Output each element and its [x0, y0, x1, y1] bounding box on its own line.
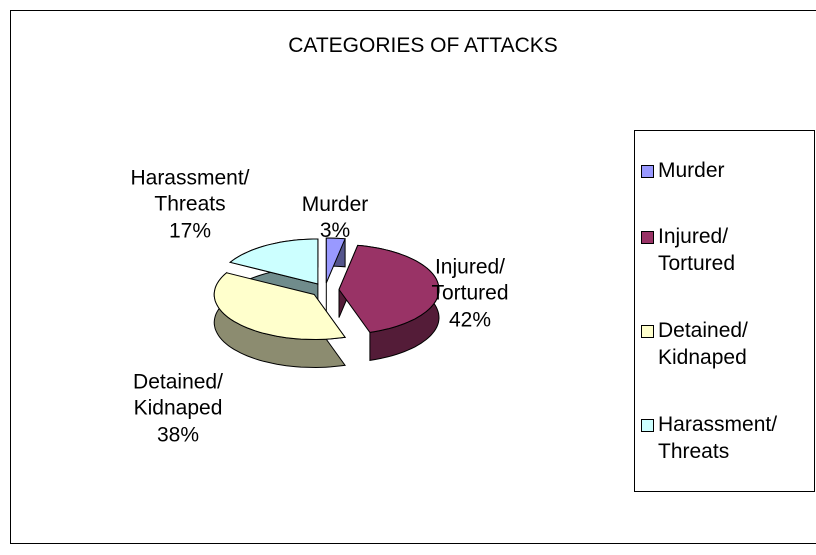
legend-entry: Detained/ Kidnaped — [641, 317, 814, 372]
legend-swatch — [641, 324, 654, 338]
legend-label: Murder — [658, 158, 725, 182]
legend-swatch — [641, 231, 654, 245]
data-label-category: Murder — [301, 192, 369, 216]
data-label-value: 17% — [168, 219, 212, 243]
legend-label: Detained/ Kidnaped — [658, 318, 748, 370]
data-label-category: Detained/ Kidnaped — [133, 370, 223, 420]
legend-swatch — [641, 418, 654, 432]
legend-label: Injured/ Tortured — [658, 225, 736, 276]
legend-swatch — [641, 164, 654, 178]
data-label-value: 38% — [156, 423, 200, 447]
legend-label: Harassment/ Threats — [658, 412, 778, 464]
data-label-value: 3% — [319, 219, 351, 242]
legend-entry: Murder — [641, 157, 814, 184]
data-label: Detained/ Kidnaped 38% — [113, 370, 243, 449]
legend-entry: Injured/ Tortured — [641, 223, 814, 278]
slice — [213, 272, 346, 341]
slice — [338, 244, 440, 333]
data-label-value: 42% — [448, 308, 492, 332]
data-label: Harassment/ Threats 17% — [125, 166, 255, 245]
legend-entry: Harassment/ Threats — [641, 411, 814, 466]
chart-title: CATEGORIES OF ATTACKS — [288, 34, 558, 57]
data-label: Injured/ Tortured 42% — [405, 255, 535, 334]
data-label: Murder 3% — [270, 192, 400, 245]
slice — [325, 237, 346, 284]
data-label-category: Injured/ Tortured — [431, 255, 509, 305]
slice — [229, 238, 319, 285]
chart-frame — [10, 10, 816, 544]
legend: Murder Injured/ Tortured Detained/ Kidnape… — [634, 130, 815, 492]
data-label-category: Harassment/ Threats — [130, 166, 250, 216]
